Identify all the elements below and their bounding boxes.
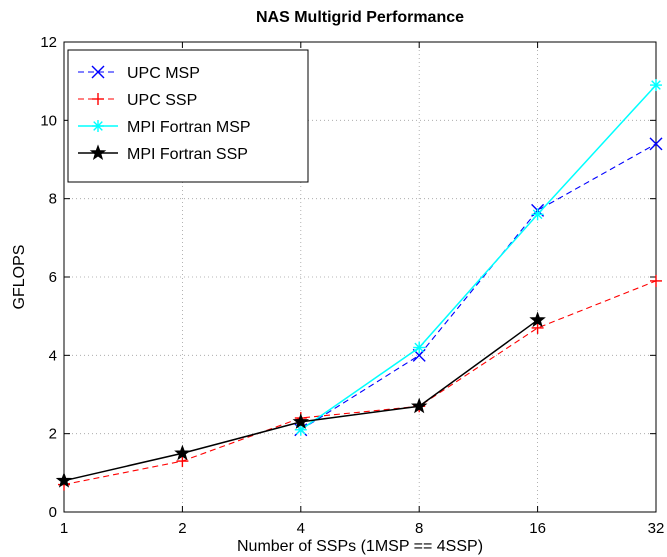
series-group xyxy=(55,79,663,491)
data-point xyxy=(174,444,191,461)
data-point xyxy=(413,341,426,354)
y-tick-label: 12 xyxy=(40,34,57,51)
legend-marker xyxy=(91,65,105,79)
y-axis-label: GFLOPS xyxy=(11,245,28,310)
legend: UPC MSP UPC SSP MPI Fortran MSP MPI Fortran… xyxy=(67,49,309,183)
x-tick-label: 8 xyxy=(415,520,423,537)
series-line xyxy=(63,280,657,486)
series-mpi-fortran-ssp xyxy=(55,311,546,488)
data-point xyxy=(176,455,189,468)
data-point xyxy=(650,274,662,287)
grid xyxy=(64,42,656,512)
y-tick-label: 6 xyxy=(49,269,57,286)
legend-entry: MPI Fortran SSP xyxy=(78,144,248,163)
legend-label: UPC MSP xyxy=(127,65,200,82)
x-tick-label: 2 xyxy=(178,520,186,537)
data-point xyxy=(649,137,663,151)
y-tick-label: 4 xyxy=(49,347,57,364)
data-point xyxy=(292,413,310,429)
data-point xyxy=(529,311,546,328)
legend-entry: MPI Fortran MSP xyxy=(78,119,251,136)
series-mpi-fortran-msp xyxy=(294,79,662,436)
chart-title: NAS Multigrid Performance xyxy=(256,9,464,26)
y-tick-label: 0 xyxy=(49,504,57,521)
legend-label: MPI Fortran SSP xyxy=(127,146,248,163)
series-line xyxy=(300,84,657,431)
legend-marker xyxy=(92,93,104,105)
series-line xyxy=(63,319,539,482)
y-tick-label: 8 xyxy=(49,191,57,208)
data-point xyxy=(55,472,73,488)
x-tick-label: 32 xyxy=(648,520,665,537)
legend-label: MPI Fortran MSP xyxy=(127,119,251,136)
x-tick-label: 16 xyxy=(529,520,546,537)
data-point xyxy=(650,79,662,92)
x-tick-label: 1 xyxy=(60,520,68,537)
data-point xyxy=(410,397,428,414)
legend-marker xyxy=(92,120,104,132)
series-upc-msp xyxy=(294,137,663,437)
x-tick-label: 4 xyxy=(297,520,305,537)
legend-entry: UPC MSP xyxy=(78,65,200,82)
series-line xyxy=(300,143,657,431)
legend-label: UPC SSP xyxy=(127,92,197,109)
x-axis-label: Number of SSPs (1MSP == 4SSP) xyxy=(237,538,483,555)
data-point xyxy=(294,423,307,436)
legend-marker xyxy=(89,144,107,161)
y-tick-label: 2 xyxy=(49,426,57,443)
legend-entry: UPC SSP xyxy=(78,92,197,109)
data-point xyxy=(531,321,544,334)
y-tick-label: 10 xyxy=(40,112,57,129)
data-point xyxy=(531,208,544,221)
series-upc-ssp xyxy=(58,274,662,491)
